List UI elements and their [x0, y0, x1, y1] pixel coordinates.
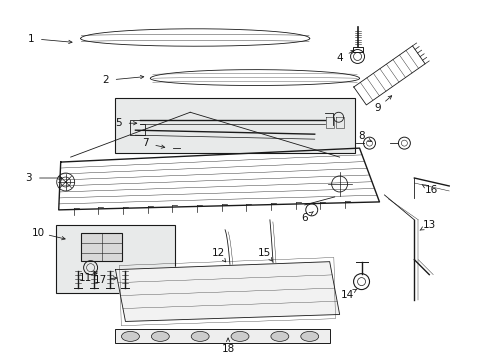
Text: 11: 11: [79, 273, 92, 283]
Text: 8: 8: [358, 131, 364, 141]
Ellipse shape: [230, 332, 248, 341]
Ellipse shape: [300, 332, 318, 341]
Text: 6: 6: [301, 213, 307, 223]
Bar: [115, 329, 329, 343]
Text: 10: 10: [32, 228, 45, 238]
Ellipse shape: [121, 332, 139, 341]
Text: 1: 1: [27, 33, 34, 44]
Text: 2: 2: [102, 75, 109, 85]
Text: 7: 7: [142, 138, 148, 148]
Text: 17: 17: [94, 275, 107, 285]
Text: 16: 16: [424, 185, 437, 195]
Bar: [115, 98, 354, 153]
Text: 5: 5: [115, 118, 122, 128]
Text: 12: 12: [211, 248, 224, 258]
Text: 18: 18: [221, 345, 234, 354]
Text: 3: 3: [25, 173, 32, 183]
Text: 9: 9: [373, 103, 380, 113]
Text: 4: 4: [336, 54, 342, 63]
Text: 15: 15: [258, 248, 271, 258]
Text: 14: 14: [340, 289, 353, 300]
Ellipse shape: [151, 332, 169, 341]
Bar: [81, 233, 122, 261]
Bar: [352, 46, 362, 53]
Polygon shape: [115, 262, 339, 321]
Ellipse shape: [270, 332, 288, 341]
Text: 13: 13: [422, 220, 435, 230]
Ellipse shape: [191, 332, 209, 341]
Bar: [56, 225, 175, 293]
